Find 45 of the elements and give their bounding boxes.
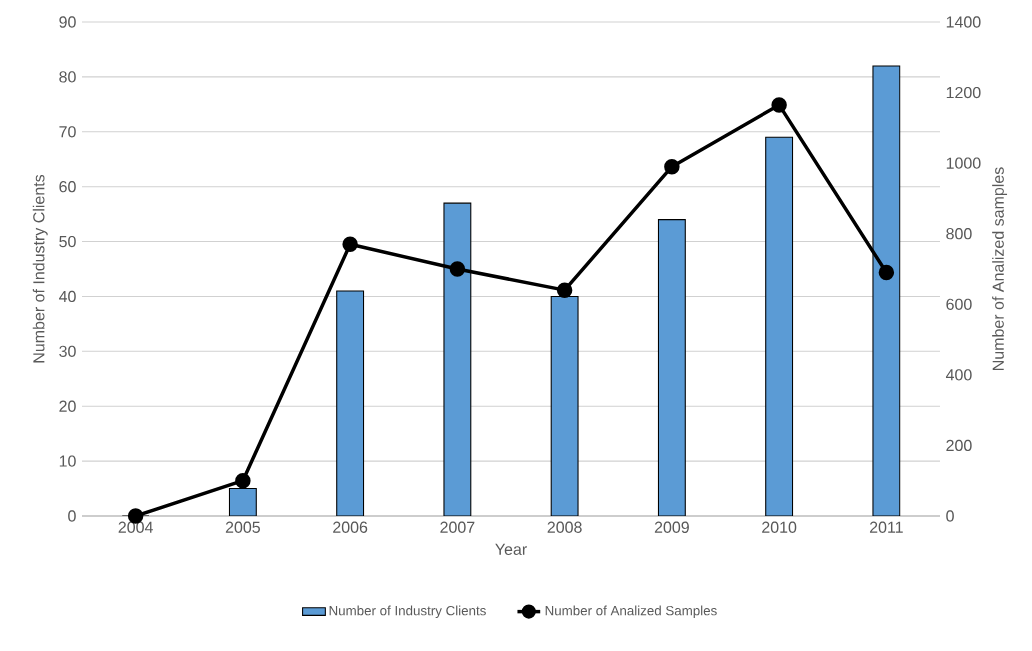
point [556,282,573,298]
bar [765,136,794,516]
point [235,472,251,489]
x-tick-label: 2006 [333,521,368,533]
bar [550,295,579,516]
y-axis-title: Number of Industry Clients [32,174,48,363]
y-tick-label: 80 [59,71,76,83]
legend-label: Number of Industry Clients [329,605,486,618]
legend-label: Number of Analized Samples [545,605,717,618]
point [664,158,680,175]
y2-tick-label: 600 [946,298,972,310]
y-tick-label: 30 [59,345,76,357]
y2-tick-label: 0 [946,510,954,522]
y-tick-label: 10 [59,455,76,467]
y2-tick-label: 200 [946,439,972,452]
x-tick-label: 2007 [440,521,475,533]
point [449,261,466,277]
y2-tick-label: 1000 [946,157,981,169]
bar [443,202,472,516]
y2-tick-label: 1400 [946,16,981,28]
y2-axis-title: Number of Analized samples [992,167,1008,370]
y-tick-label: 70 [59,126,76,138]
y-tick-label: 90 [59,16,76,28]
x-tick-label: 2009 [654,521,689,533]
x-axis-title: Year [495,543,527,556]
x-tick-label: 2005 [225,521,260,533]
bar [872,65,901,516]
bar [228,488,257,516]
y-tick-label: 0 [68,510,76,522]
y2-tick-label: 400 [945,369,972,381]
bar [336,290,365,516]
x-tick-label: 2010 [762,521,797,533]
x-tick-label: 2011 [869,521,903,533]
y2-tick-label: 800 [946,228,972,240]
bar [657,219,686,516]
y-tick-label: 40 [58,290,76,303]
x-tick-label: 2004 [118,521,153,533]
y2-tick-label: 1200 [946,86,981,99]
point [342,236,358,253]
y-tick-label: 60 [59,181,76,193]
x-tick-label: 2008 [547,521,582,533]
y-tick-label: 50 [59,235,76,248]
point [878,264,895,281]
y-tick-label: 20 [59,400,76,412]
point [771,97,787,113]
